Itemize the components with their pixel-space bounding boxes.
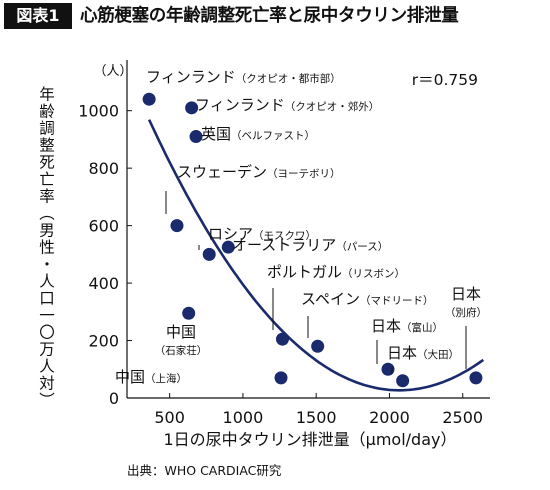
y-tick-label: 600: [88, 217, 119, 236]
point-label: スペイン（マドリード）: [301, 290, 433, 308]
point-label: ポルトガル（リスボン）: [267, 263, 405, 281]
data-point: [202, 247, 216, 261]
point-label-name: 日本: [451, 285, 481, 303]
point-label-name: 中国: [115, 368, 145, 386]
data-point: [274, 371, 288, 385]
point-label-sub: （ヨーテボリ）: [267, 168, 341, 180]
point-label: 中国（上海）: [115, 368, 187, 386]
y-axis-unit: （人）: [93, 64, 132, 79]
point-label: 日本（富山）: [371, 317, 443, 335]
data-point: [396, 374, 410, 388]
point-label-sub: （富山）: [401, 321, 443, 334]
x-tick-label: 1000: [223, 408, 264, 427]
figure-badge: 図表1: [4, 3, 72, 29]
point-label: フィンランド（クオピオ・郊外）: [195, 96, 379, 114]
point-label-sub: （クオピオ・郊外）: [285, 100, 380, 113]
chart-title: 心筋梗塞の年齢調整死亡率と尿中タウリン排泄量: [80, 6, 459, 26]
data-point: [469, 371, 483, 385]
point-label-name: スペイン: [301, 290, 360, 308]
y-tick-label: 200: [88, 332, 119, 351]
x-tick-label: 1500: [296, 408, 337, 427]
point-label-name: スウェーデン: [177, 163, 267, 181]
data-point: [170, 219, 184, 233]
point-label-sub: （大田）: [417, 348, 459, 361]
point-label: オーストラリア（パース）: [232, 236, 388, 254]
trend-curve: [147, 119, 485, 392]
point-label-name: 日本: [387, 344, 417, 362]
data-point: [182, 306, 196, 320]
point-label-sub: （リスボン）: [342, 268, 405, 280]
point-label-name: 日本: [371, 317, 401, 335]
point-label: 英国（ベルファスト）: [201, 125, 315, 143]
data-point: [221, 240, 235, 254]
point-label-name: フィンランド: [146, 68, 236, 86]
y-tick-label: 800: [88, 159, 119, 178]
data-point: [142, 92, 156, 106]
source-note: 出典：WHO CARDIAC研究: [127, 463, 282, 478]
point-label-sub: （別府）: [445, 306, 487, 319]
point-label-name: フィンランド: [195, 96, 285, 114]
point-label-name: ロシア: [208, 225, 253, 243]
x-tick-label: 2500: [442, 408, 483, 427]
y-tick-label: 0: [109, 389, 119, 408]
point-label-sub: （パース）: [336, 241, 388, 253]
point-label-name: オーストラリア: [232, 236, 336, 254]
point-label-sub: （モスクワ）: [253, 230, 316, 242]
data-point: [381, 362, 395, 376]
data-point: [185, 101, 199, 115]
point-label-sub: （石家荘）: [155, 344, 208, 357]
y-axis-label: 年齢調整死亡率（男性・人口一〇万人対）: [37, 86, 55, 409]
point-label-sub: （ベルファスト）: [231, 130, 315, 142]
point-label-sub: （マドリード）: [360, 295, 434, 307]
data-point: [275, 332, 289, 346]
x-axis-label: 1日の尿中タウリン排泄量（μmol/day）: [163, 430, 456, 449]
point-label-name: 英国: [201, 125, 231, 143]
y-tick-label: 400: [88, 274, 119, 293]
point-label: ロシア（モスクワ）: [208, 225, 316, 243]
point-label: スウェーデン（ヨーテボリ）: [177, 163, 341, 181]
data-point: [311, 339, 325, 353]
data-point: [189, 130, 203, 144]
point-label-sub: （上海）: [145, 372, 187, 385]
point-label: 日本（大田）: [387, 344, 459, 362]
y-tick-label: 1000: [78, 102, 119, 121]
point-label-name: ポルトガル: [267, 263, 342, 281]
x-tick-label: 2000: [369, 408, 410, 427]
correlation-annotation: r＝0.759: [412, 71, 478, 89]
x-tick-label: 500: [154, 408, 185, 427]
point-label: フィンランド（クオピオ・都市部）: [146, 68, 341, 86]
point-label-name: 中国: [166, 323, 196, 341]
point-label-sub: （クオピオ・都市部）: [236, 72, 341, 85]
